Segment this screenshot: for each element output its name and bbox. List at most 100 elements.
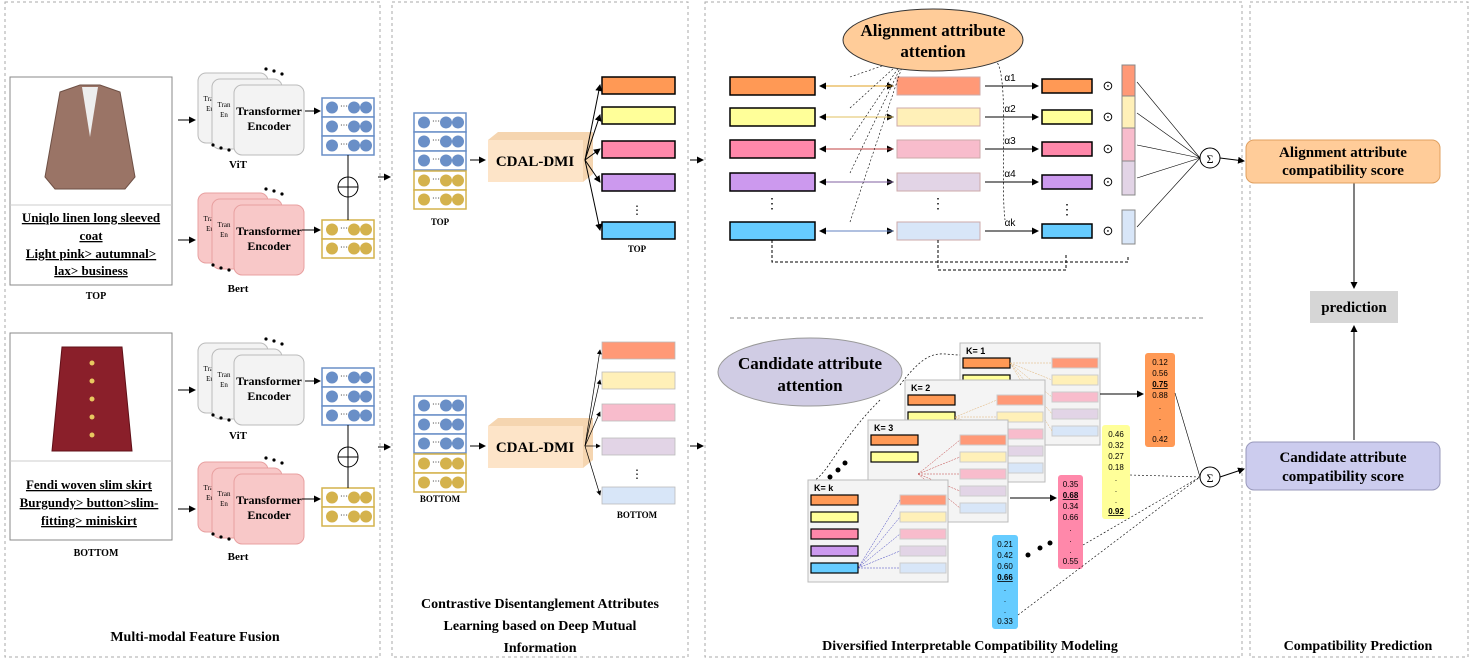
token-ellipsis: ···	[432, 117, 440, 126]
top-attribute-vector	[962, 357, 1011, 369]
product-vector	[1121, 160, 1136, 196]
attention-link	[849, 57, 906, 174]
candidate-score-value: 0.42	[1152, 435, 1168, 444]
transformer-encoder-label: Encoder	[247, 508, 291, 522]
encoder-stub: Tran	[204, 484, 217, 492]
hadamard-product-icon: ⊙	[1103, 141, 1114, 156]
arrow	[584, 114, 602, 161]
token	[440, 399, 452, 412]
encoder-stub: En	[220, 111, 228, 119]
ellipsis-dot	[280, 192, 284, 196]
cdal-box	[488, 426, 583, 468]
token-ellipsis: ···	[432, 419, 440, 428]
token-ellipsis: ···	[340, 140, 348, 149]
top-attribute-vector	[729, 107, 816, 127]
sum-symbol: Σ	[1207, 471, 1214, 485]
ellipsis-dot	[219, 266, 223, 270]
bottom-attribute-vector	[899, 511, 947, 523]
candidate-score-value: 0.55	[1063, 557, 1079, 566]
top-attribute-vector	[907, 394, 956, 406]
top-desc-4: lax> business	[54, 263, 128, 278]
token	[348, 390, 360, 403]
candidate-attention-ellipse	[717, 337, 903, 407]
encoder-stub: En	[220, 231, 228, 239]
token	[348, 371, 360, 384]
token	[418, 174, 430, 187]
sum-input-line	[1136, 112, 1201, 159]
token	[418, 457, 430, 470]
cdal-dmi-label: CDAL-DMI	[496, 440, 574, 456]
sum-input-line	[1136, 144, 1201, 159]
token	[452, 174, 464, 187]
top-desc-1: Uniqlo linen long sleeved	[22, 210, 161, 225]
encoder-stub: En	[206, 225, 214, 233]
sum-input-line	[1136, 157, 1201, 228]
vit-top-layer	[233, 84, 305, 156]
candidate-score-value: 0.66	[997, 573, 1013, 582]
skirt-button	[89, 360, 95, 366]
token-ellipsis: ···	[432, 175, 440, 184]
section-title-modeling: Diversified Interpretable Compatibility …	[822, 639, 1118, 654]
vertical-ellipsis: ⋮	[1060, 203, 1074, 218]
candidate-attention-label-1: Candidate attribute	[738, 354, 882, 373]
bert-label-bottom: Bert	[228, 551, 249, 563]
encoder-stub: Tran	[204, 215, 217, 223]
token	[326, 409, 338, 422]
ellipsis-dot	[835, 467, 841, 473]
token	[452, 437, 464, 450]
section-frame	[391, 1, 689, 658]
token	[360, 409, 372, 422]
section-frame	[4, 1, 381, 658]
token	[326, 139, 338, 152]
token	[452, 154, 464, 167]
vertical-ellipsis: ⋮	[931, 197, 945, 212]
vit-label-top: ViT	[229, 159, 248, 171]
skirt-button	[89, 414, 95, 420]
sum-input-line	[1136, 157, 1201, 179]
candidate-score-value: 0.68	[1063, 491, 1079, 500]
token	[418, 116, 430, 129]
attribute-vector-top	[601, 221, 676, 240]
ellipsis-dot	[1047, 540, 1053, 546]
candidate-score-value: .	[1004, 606, 1006, 615]
token	[452, 399, 464, 412]
token	[348, 139, 360, 152]
ellipsis-dot	[272, 339, 276, 343]
token	[348, 409, 360, 422]
candidate-score-bar	[1145, 353, 1175, 447]
attention-link	[849, 57, 906, 223]
bottom-attribute-vector	[896, 172, 981, 192]
attribute-vector-bottom	[601, 371, 676, 390]
token	[326, 371, 338, 384]
token	[326, 223, 338, 236]
bottom-attribute-vector	[896, 221, 981, 241]
token	[418, 193, 430, 206]
candidate-score-value: 0.32	[1108, 441, 1124, 450]
frame-label: K= 1	[966, 346, 985, 356]
arrow	[584, 159, 603, 231]
encoder-stub: Tran	[218, 490, 231, 498]
transformer-encoder-label: Transformer	[236, 104, 302, 118]
vertical-ellipsis: ⋮	[631, 467, 643, 481]
candidate-score-bar	[992, 535, 1018, 629]
alpha-weight: αk	[1005, 218, 1017, 229]
bottom-attribute-vector	[959, 451, 1007, 463]
attribute-vector-bottom	[601, 437, 676, 456]
candidate-score-value: 0.75	[1152, 380, 1168, 389]
skirt-button	[89, 432, 95, 438]
token-ellipsis: ···	[432, 438, 440, 447]
skirt-button	[89, 396, 95, 402]
encoder-stub: En	[206, 375, 214, 383]
candidate-score-value: 0.21	[997, 540, 1013, 549]
encoder-stub: En	[220, 381, 228, 389]
top-desc-2: coat	[79, 228, 103, 243]
vit-label-bottom: ViT	[229, 430, 248, 442]
token	[418, 437, 430, 450]
token-ellipsis: ···	[340, 243, 348, 252]
token	[326, 242, 338, 255]
bert-label-top: Bert	[228, 283, 249, 295]
top-attribute-vector	[729, 76, 816, 96]
token	[452, 476, 464, 489]
bottom-attribute-vector	[899, 528, 947, 540]
ellipsis-dot	[280, 342, 284, 346]
